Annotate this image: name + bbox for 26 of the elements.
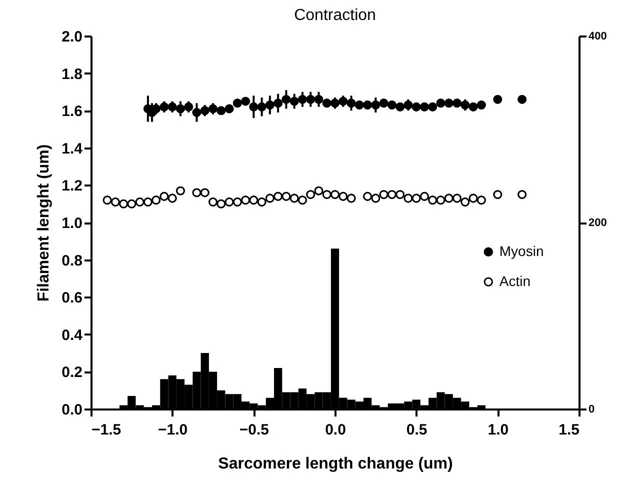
x-tick-label: 1.5 [558,422,580,438]
legend-label: Myosin [499,242,544,259]
y-tick-label: 1.6 [62,103,82,120]
chart-title: Contraction [294,7,376,24]
legend-label: Actin [499,272,531,289]
x-tick-label: 0.0 [325,422,346,438]
y-tick-label: 1.8 [62,66,82,83]
x-tick-label: −1.0 [158,422,188,438]
y2-tick-label: 0 [588,404,595,416]
x-axis-title: Sarcomere length change (um) [218,456,453,472]
y-tick-label: 1.0 [62,215,82,232]
y-tick-label: 2.0 [62,28,82,46]
x-tick-label: −0.5 [239,422,269,438]
y-tick-label: 0.6 [62,290,82,307]
y2-tick-label: 400 [588,30,607,42]
y-tick-label: 1.4 [62,140,84,158]
y-tick-label: 0.8 [62,252,82,270]
x-tick-label: −1.5 [92,422,122,438]
x-tick-label: 0.5 [406,422,428,438]
y-tick-label: 0.4 [62,326,84,344]
y-axis-title: Filament lenght (um) [36,144,53,302]
x-tick-label: 1.0 [488,422,509,438]
y-tick-label: 0.2 [62,364,82,382]
y-tick-label: 1.2 [62,178,82,195]
y-tick-label: 0.0 [62,402,82,418]
y2-tick-label: 200 [588,217,607,229]
